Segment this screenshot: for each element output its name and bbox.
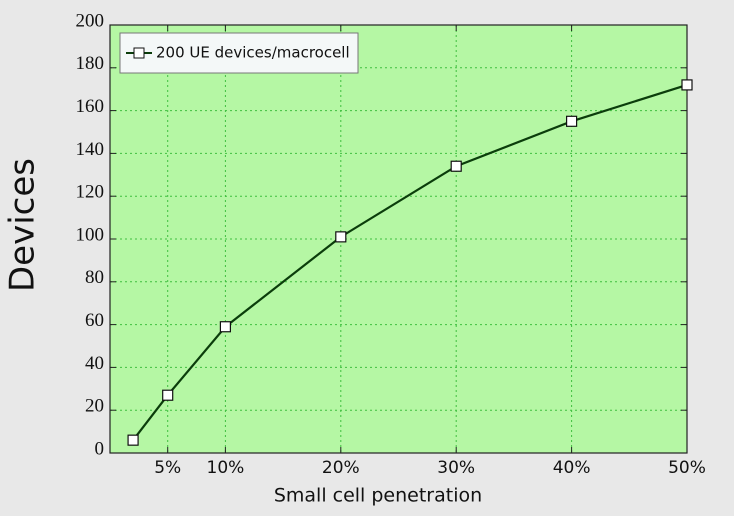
x-tick-label: 20% [322, 458, 360, 478]
y-tick-label: 20 [85, 396, 104, 417]
y-tick-label: 0 [95, 438, 105, 459]
y-tick-label: 60 [85, 310, 104, 331]
data-point [162, 389, 174, 401]
y-tick-label: 180 [76, 53, 105, 74]
x-tick-label: 30% [437, 458, 475, 478]
y-tick-label: 160 [76, 96, 105, 117]
data-point [681, 79, 693, 91]
y-tick-label: 100 [76, 224, 105, 245]
data-point [335, 231, 347, 243]
data-point [450, 160, 462, 172]
y-axis-label: Devices [3, 158, 43, 292]
x-tick-label: 50% [668, 458, 706, 478]
x-axis-label: Small cell penetration [274, 485, 482, 507]
data-point [219, 321, 231, 333]
data-point [565, 115, 578, 127]
legend-marker [133, 47, 145, 59]
y-tick-label: 80 [85, 267, 104, 288]
data-point [127, 434, 139, 446]
y-tick-label: 140 [76, 139, 105, 160]
x-tick-label: 5% [154, 458, 181, 478]
legend-box [119, 32, 359, 74]
y-tick-label: 200 [76, 10, 105, 31]
x-tick-label: 10% [207, 458, 245, 478]
x-tick-label: 40% [553, 458, 591, 478]
plot-frame [109, 24, 688, 454]
y-tick-label: 120 [76, 182, 105, 203]
y-tick-label: 40 [85, 353, 104, 374]
legend-label: 200 UE devices/macrocell [156, 44, 350, 62]
